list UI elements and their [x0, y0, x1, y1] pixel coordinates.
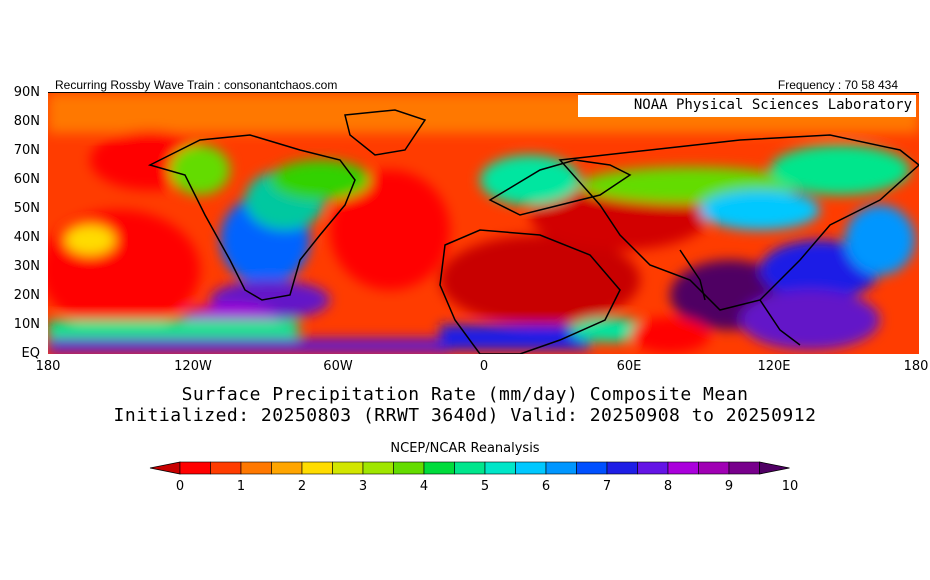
colorbar-label: 9: [724, 479, 734, 494]
colorbar-segment: [576, 461, 608, 475]
colorbar-label: 7: [602, 479, 612, 494]
colorbar-segment: [210, 461, 242, 475]
lat-label: 90N: [13, 85, 40, 100]
map-title-line1: Surface Precipitation Rate (mm/day) Comp…: [181, 384, 749, 405]
colorbar-segment: [728, 461, 760, 475]
colorbar-low-triangle: [149, 461, 181, 475]
colorbar-label: 4: [419, 479, 429, 494]
map-title-line2: Initialized: 20250803 (RRWT 3640d) Valid…: [113, 405, 817, 426]
lon-label: 120E: [757, 359, 791, 374]
colorbar-label: 5: [480, 479, 490, 494]
lat-label: 10N: [13, 317, 40, 332]
colorbar-label: 8: [663, 479, 673, 494]
colorbar-segment: [362, 461, 394, 475]
colorbar-segment: [606, 461, 638, 475]
lon-label: 180: [903, 359, 929, 374]
data-source-label: NCEP/NCAR Reanalysis: [390, 441, 540, 456]
colorbar-label: 6: [541, 479, 551, 494]
colorbar-segment: [637, 461, 669, 475]
colorbar-segment: [332, 461, 364, 475]
colorbar-label: 0: [175, 479, 185, 494]
colorbar-label: 3: [358, 479, 368, 494]
lab-label: NOAA Physical Sciences Laboratory: [578, 95, 916, 117]
lat-label: 60N: [13, 172, 40, 187]
lat-label: 30N: [13, 259, 40, 274]
colorbar-segment: [179, 461, 211, 475]
colorbar-segment: [393, 461, 425, 475]
colorbar-segment: [423, 461, 455, 475]
colorbar-label: 1: [236, 479, 246, 494]
lat-label: 80N: [13, 114, 40, 129]
lat-label: 40N: [13, 230, 40, 245]
lat-label: 70N: [13, 143, 40, 158]
lon-label: 120W: [174, 359, 212, 374]
lon-label: 60W: [323, 359, 353, 374]
colorbar-high-triangle: [759, 461, 790, 475]
colorbar-segment: [484, 461, 516, 475]
lat-label: 20N: [13, 288, 40, 303]
colorbar-segment: [667, 461, 699, 475]
header-source-label: Recurring Rossby Wave Train : consonantc…: [55, 78, 338, 92]
colorbar-segment: [271, 461, 303, 475]
colorbar-segment: [301, 461, 333, 475]
coastlines: [147, 109, 919, 354]
colorbar-label: 10: [781, 479, 799, 494]
colorbar-segment: [515, 461, 547, 475]
colorbar-segment: [545, 461, 577, 475]
precip-field: [48, 93, 919, 354]
colorbar-segment: [698, 461, 730, 475]
colorbar-segment: [240, 461, 272, 475]
header-frequency-label: Frequency : 70 58 434: [777, 78, 898, 92]
lon-label: 180: [35, 359, 61, 374]
lat-label: EQ: [21, 346, 40, 361]
lon-label: 60E: [616, 359, 642, 374]
lat-label: 50N: [13, 201, 40, 216]
colorbar-segment: [454, 461, 486, 475]
colorbar-label: 2: [297, 479, 307, 494]
lon-label: 0: [479, 359, 489, 374]
